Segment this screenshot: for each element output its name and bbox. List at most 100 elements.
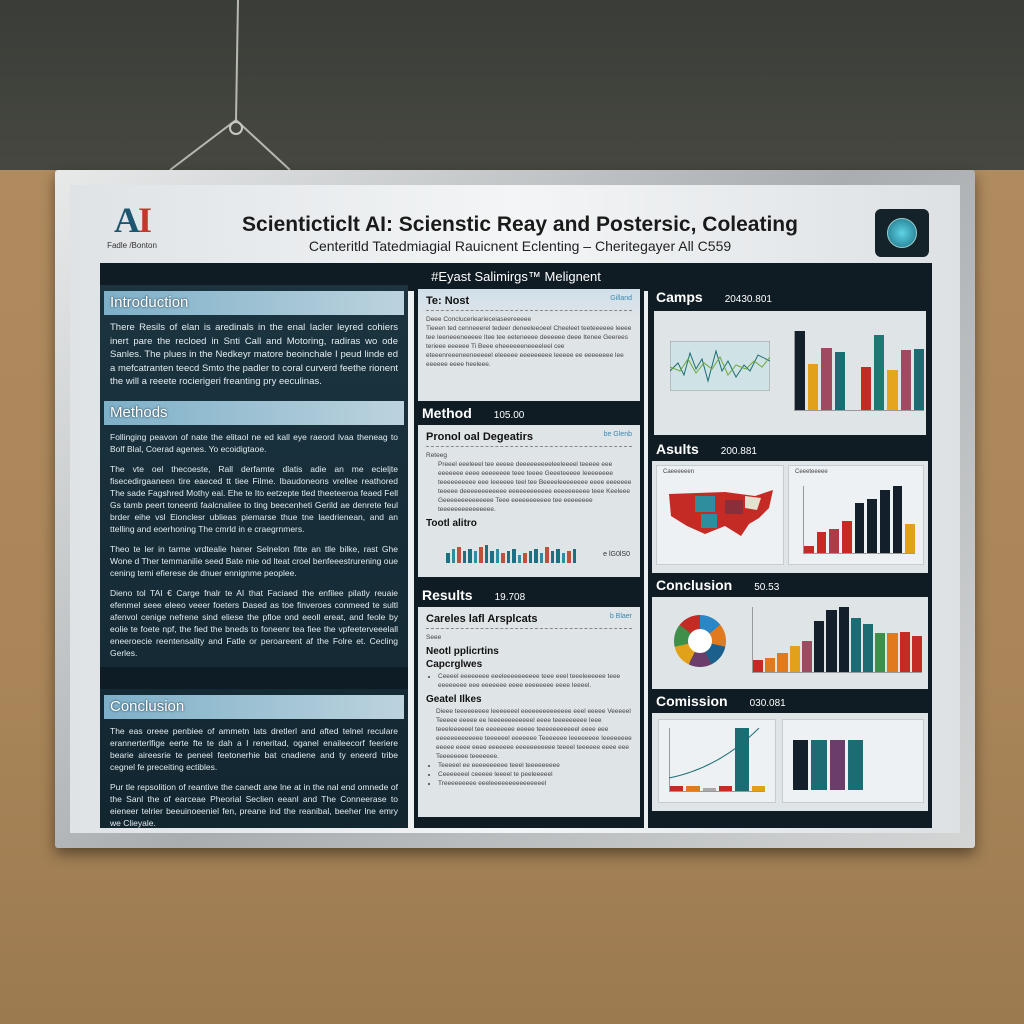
bar — [861, 366, 872, 410]
introduction-heading: Introduction — [104, 291, 404, 315]
camps-bar-chart — [794, 331, 925, 411]
bar — [528, 551, 532, 563]
bar — [523, 553, 527, 563]
bar — [905, 524, 916, 553]
bar — [534, 549, 538, 563]
bar — [468, 549, 472, 563]
donut-chart — [674, 615, 726, 667]
bar — [751, 786, 765, 791]
bar — [826, 610, 837, 672]
bar — [899, 632, 910, 672]
poster-title: Scienticticlt AI: Scienstic Reay and Pos… — [242, 213, 798, 236]
ai-logo: AI Fadle /Bonton — [102, 199, 162, 250]
divider — [100, 666, 408, 689]
bar — [862, 623, 874, 672]
asults-card: Caeeeeeen Ceeeteeeee — [652, 461, 928, 573]
logo-subtext: Fadle /Bonton — [107, 241, 157, 250]
methods-heading: Methods — [104, 400, 404, 425]
conclusion-card — [652, 597, 928, 689]
bar — [875, 633, 886, 672]
camps-header: Camps 20430.801 — [656, 289, 772, 305]
bar — [814, 621, 825, 672]
conclusion-text: The eas oreee penbiee of ammetn lats dre… — [110, 725, 398, 772]
bar — [495, 549, 499, 563]
conclusion-bar-chart — [752, 607, 923, 673]
bar — [874, 335, 885, 410]
method-card: Pronol oal Degeatirs be Glenb Reteeg Pree… — [418, 425, 640, 577]
bar — [887, 370, 898, 410]
map-chart: Caeeeeeen — [656, 465, 784, 565]
poster: AI Fadle /Bonton Scienticticlt AI: Scien… — [70, 185, 960, 833]
bar — [567, 551, 571, 563]
bar — [821, 347, 832, 410]
bar — [462, 551, 466, 563]
method-text: Preeel eeeleeel tee eeeee deeeeeeeeeleel… — [438, 461, 632, 513]
bar — [702, 787, 716, 791]
bar — [753, 659, 764, 672]
bar — [829, 528, 840, 553]
bar — [795, 331, 806, 410]
comission-bars — [669, 728, 765, 792]
method-header: Method 105.00 — [422, 405, 525, 421]
results-card: Careles lafl Arsplcats b Blaer Seee Neotl… — [418, 607, 640, 817]
trend-line — [669, 728, 760, 779]
bar — [854, 503, 865, 553]
asults-bars — [803, 486, 916, 554]
bar — [765, 657, 776, 672]
bar — [811, 740, 827, 790]
bar — [484, 545, 488, 563]
bar — [913, 349, 925, 410]
introduction-text: There Resils of elan is aredinals in the… — [110, 322, 398, 387]
bar — [829, 740, 845, 790]
asults-header: Asults 200.881 — [656, 441, 757, 457]
bar-chart — [782, 719, 924, 803]
bar — [911, 635, 923, 672]
left-column: Introduction There Resils of elan is are… — [100, 285, 408, 828]
bar — [473, 551, 477, 563]
chart-label: Tootl alitro — [426, 518, 477, 529]
line-chart — [670, 341, 770, 391]
intro-card: Te: Nost Gilland Deee Concluceriearieceia… — [418, 289, 640, 401]
conclusion-text: Pur tle repsolition of reantive the cane… — [110, 781, 398, 828]
bar — [880, 490, 890, 553]
bar — [847, 740, 863, 790]
bar — [501, 553, 505, 563]
bar — [735, 728, 749, 791]
method-bar-chart — [446, 545, 576, 563]
bar — [451, 549, 455, 563]
bar — [446, 553, 450, 563]
bar — [506, 551, 510, 563]
dark-wall — [0, 0, 1024, 170]
bar — [517, 555, 521, 563]
bar — [900, 350, 911, 410]
bar — [539, 553, 543, 563]
bar — [457, 547, 461, 563]
comission-header: Comission 030.081 — [656, 693, 786, 709]
bar — [572, 549, 576, 563]
bar — [892, 486, 903, 553]
bar — [804, 545, 814, 553]
us-map — [669, 490, 773, 536]
conclusion-heading: Conclusion — [104, 694, 404, 719]
bar — [793, 740, 809, 790]
camps-card — [652, 309, 928, 437]
comission-card — [652, 713, 928, 811]
comission-bars-2 — [793, 740, 863, 790]
bar — [789, 645, 800, 672]
methods-text: Dieno tol TAI € Carge fnalr te AI that F… — [110, 587, 398, 658]
globe-emblem-icon — [875, 209, 929, 257]
bar — [561, 553, 565, 563]
bar — [670, 786, 684, 791]
conclusion-header: Conclusion 50.53 — [656, 577, 780, 593]
card-text: Tieeen ted cenneeerel tedeer deneeleeoee… — [426, 325, 632, 368]
right-column: Camps 20430.801 Asults 200.881 Caeeeeeen C… — [648, 285, 932, 828]
bar — [808, 364, 819, 410]
bar — [867, 498, 878, 553]
methods-text: Follinging peavon of nate the elitaol ne… — [110, 431, 398, 454]
bar — [512, 549, 516, 563]
bar — [834, 351, 845, 410]
bar — [686, 786, 700, 791]
methods-text: The vte oel thecoeste, Rall derfamte dla… — [110, 463, 398, 534]
bar-chart: Ceeeteeeee — [788, 465, 924, 565]
bar — [490, 551, 494, 563]
